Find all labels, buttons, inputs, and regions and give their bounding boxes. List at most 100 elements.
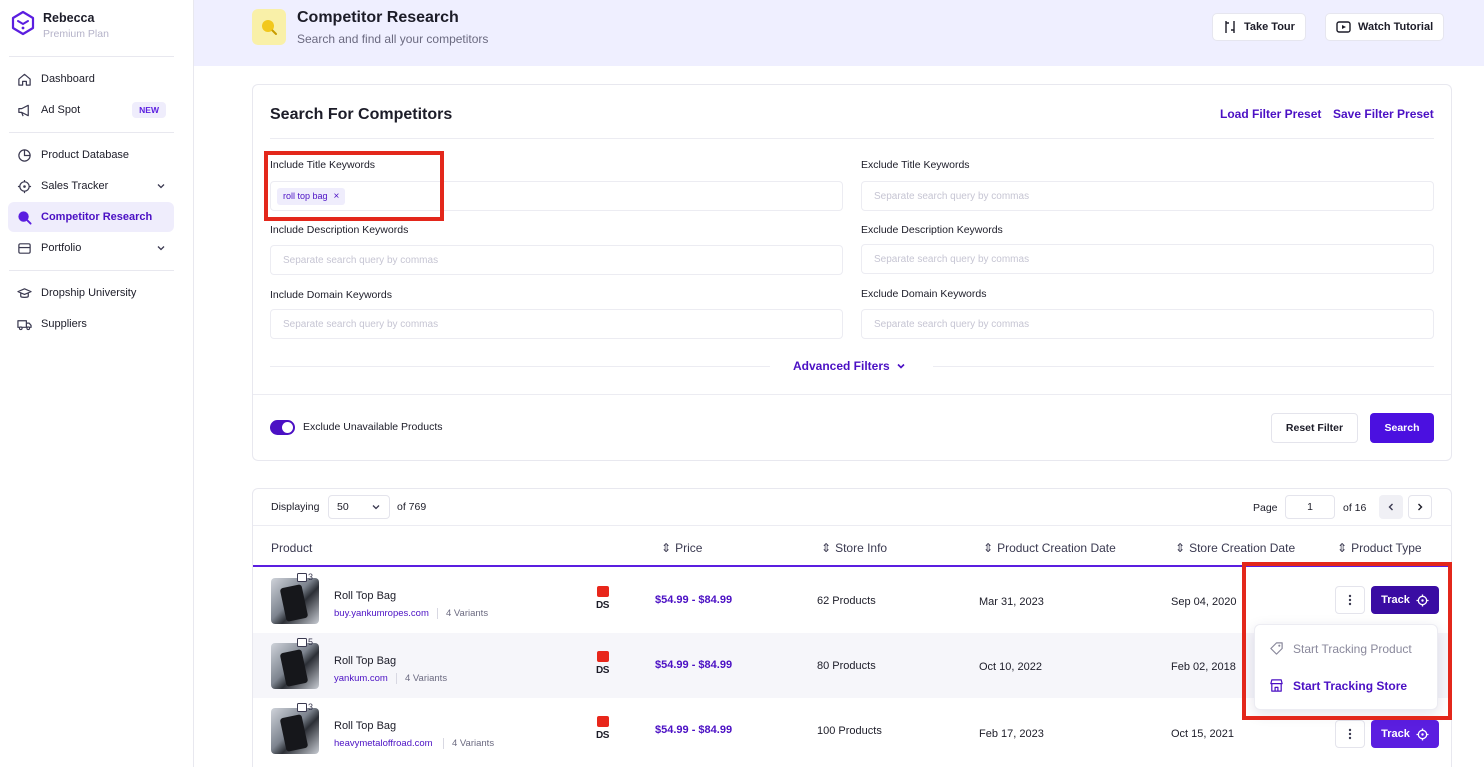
image-count: 5 xyxy=(297,637,313,647)
variant-count: 4 Variants xyxy=(396,673,447,684)
track-button[interactable]: Track xyxy=(1371,720,1439,748)
sidebar-item-dropship-university[interactable]: Dropship University xyxy=(8,278,174,308)
store-icon xyxy=(1270,679,1283,692)
column-label: Store Creation Date xyxy=(1189,541,1296,555)
sidebar-item-competitor-research[interactable]: Competitor Research xyxy=(8,202,174,232)
sidebar-item-label: Sales Tracker xyxy=(41,180,109,192)
save-filter-preset-link[interactable]: Save Filter Preset xyxy=(1333,107,1434,121)
variant-count: 4 Variants xyxy=(437,608,488,619)
include-title-input[interactable]: roll top bag × xyxy=(270,181,843,211)
remove-chip-icon[interactable]: × xyxy=(333,190,340,202)
sidebar-item-portfolio[interactable]: Portfolio xyxy=(8,233,174,263)
play-icon xyxy=(1336,21,1351,33)
aliexpress-icon[interactable] xyxy=(597,651,609,662)
track-dropdown-menu: Start Tracking Product Start Tracking St… xyxy=(1254,624,1438,710)
watch-tutorial-button[interactable]: Watch Tutorial xyxy=(1325,13,1445,41)
store-domain-link[interactable]: heavymetaloffroad.com xyxy=(334,738,433,749)
store-domain-link[interactable]: buy.yankumropes.com xyxy=(334,608,429,619)
new-badge: NEW xyxy=(132,102,166,118)
table-row[interactable]: 5 Roll Top Bag yankum.com 4 Variants DS … xyxy=(253,633,1451,698)
sidebar-item-label: Ad Spot xyxy=(41,104,81,116)
brand-plan: Premium Plan xyxy=(43,28,109,40)
start-tracking-product-item[interactable]: Start Tracking Product xyxy=(1269,641,1412,656)
sort-icon: ⇕ xyxy=(1337,541,1348,555)
track-button[interactable]: Track xyxy=(1371,586,1439,614)
total-count: of 769 xyxy=(397,501,427,513)
keyword-chip: roll top bag × xyxy=(277,187,346,205)
product-thumbnail[interactable] xyxy=(271,578,319,624)
column-product-type[interactable]: ⇕ Product Type xyxy=(1337,541,1422,555)
aliexpress-icon[interactable] xyxy=(597,716,609,727)
load-filter-preset-link[interactable]: Load Filter Preset xyxy=(1220,107,1322,121)
table-row[interactable]: 3 Roll Top Bag heavymetaloffroad.com 4 V… xyxy=(253,698,1451,763)
crosshair-icon xyxy=(1416,593,1429,607)
store-info: 80 Products xyxy=(817,660,876,672)
crosshair-icon xyxy=(1416,727,1429,741)
track-label: Track xyxy=(1381,594,1410,606)
graduation-cap-icon xyxy=(16,285,33,302)
exclude-unavailable-toggle[interactable] xyxy=(270,420,295,435)
start-tracking-store-item[interactable]: Start Tracking Store xyxy=(1269,678,1407,693)
sidebar-item-suppliers[interactable]: Suppliers xyxy=(8,309,174,339)
aliexpress-icon[interactable] xyxy=(597,586,609,597)
chevron-down-icon[interactable] xyxy=(156,243,166,253)
include-domain-label: Include Domain Keywords xyxy=(270,289,392,301)
next-page-button[interactable] xyxy=(1408,495,1432,519)
include-description-input[interactable] xyxy=(270,245,843,275)
search-card: Search For Competitors Load Filter Prese… xyxy=(252,84,1452,461)
page-input[interactable] xyxy=(1285,495,1335,519)
product-name[interactable]: Roll Top Bag xyxy=(334,590,397,602)
exclude-description-input[interactable] xyxy=(861,244,1434,274)
chevron-down-icon[interactable] xyxy=(156,181,166,191)
include-domain-input[interactable] xyxy=(270,309,843,339)
sidebar-item-ad-spot[interactable]: Ad Spot NEW xyxy=(8,95,174,125)
sort-icon: ⇕ xyxy=(821,541,832,555)
truck-icon xyxy=(16,316,33,333)
column-product-creation-date[interactable]: ⇕ Product Creation Date xyxy=(983,541,1116,555)
reset-filter-button[interactable]: Reset Filter xyxy=(1271,413,1358,443)
sidebar-item-product-database[interactable]: Product Database xyxy=(8,140,174,170)
per-page-select[interactable]: 50 xyxy=(328,495,390,519)
prev-page-button[interactable] xyxy=(1379,495,1403,519)
price-range: $54.99 - $84.99 xyxy=(655,659,733,671)
exclude-domain-input[interactable] xyxy=(861,309,1434,339)
portfolio-icon xyxy=(16,240,33,257)
sidebar-item-sales-tracker[interactable]: Sales Tracker xyxy=(8,171,174,201)
include-description-label: Include Description Keywords xyxy=(270,224,409,236)
page-label: Page xyxy=(1253,502,1278,514)
brand-name: Rebecca xyxy=(43,11,95,25)
take-tour-button[interactable]: Take Tour xyxy=(1212,13,1306,41)
chevron-down-icon xyxy=(897,363,905,369)
tour-icon xyxy=(1225,21,1235,33)
column-store-creation-date[interactable]: ⇕ Store Creation Date xyxy=(1175,541,1295,555)
table-row[interactable]: 3 Roll Top Bag buy.yankumropes.com 4 Var… xyxy=(253,568,1451,633)
product-creation-date: Mar 31, 2023 xyxy=(979,596,1044,608)
more-options-button[interactable] xyxy=(1335,720,1365,748)
price-range: $54.99 - $84.99 xyxy=(655,594,733,606)
divider xyxy=(270,138,1434,139)
product-thumbnail[interactable] xyxy=(271,643,319,689)
sidebar-item-label: Competitor Research xyxy=(41,211,153,223)
sidebar-item-dashboard[interactable]: Dashboard xyxy=(8,64,174,94)
store-domain-link[interactable]: yankum.com xyxy=(334,673,388,684)
product-name[interactable]: Roll Top Bag xyxy=(334,655,397,667)
search-button[interactable]: Search xyxy=(1370,413,1434,443)
sort-icon: ⇕ xyxy=(661,541,672,555)
kebab-icon xyxy=(1348,728,1352,740)
sidebar-item-label: Product Database xyxy=(41,149,130,161)
sidebar-item-label: Portfolio xyxy=(41,242,82,254)
exclude-unavailable-label: Exclude Unavailable Products xyxy=(303,421,443,433)
more-options-button[interactable] xyxy=(1335,586,1365,614)
product-name[interactable]: Roll Top Bag xyxy=(334,720,397,732)
column-price[interactable]: ⇕ Price xyxy=(661,541,702,555)
exclude-title-input[interactable] xyxy=(861,181,1434,211)
page-count: of 16 xyxy=(1343,502,1367,514)
crosshair-icon xyxy=(16,178,33,195)
image-icon xyxy=(297,702,307,712)
advanced-filters-toggle[interactable]: Advanced Filters xyxy=(793,359,907,373)
column-store-info[interactable]: ⇕ Store Info xyxy=(821,541,887,555)
product-thumbnail[interactable] xyxy=(271,708,319,754)
include-title-label: Include Title Keywords xyxy=(270,159,376,171)
tag-icon xyxy=(1270,642,1283,655)
store-creation-date: Sep 04, 2020 xyxy=(1171,596,1237,608)
